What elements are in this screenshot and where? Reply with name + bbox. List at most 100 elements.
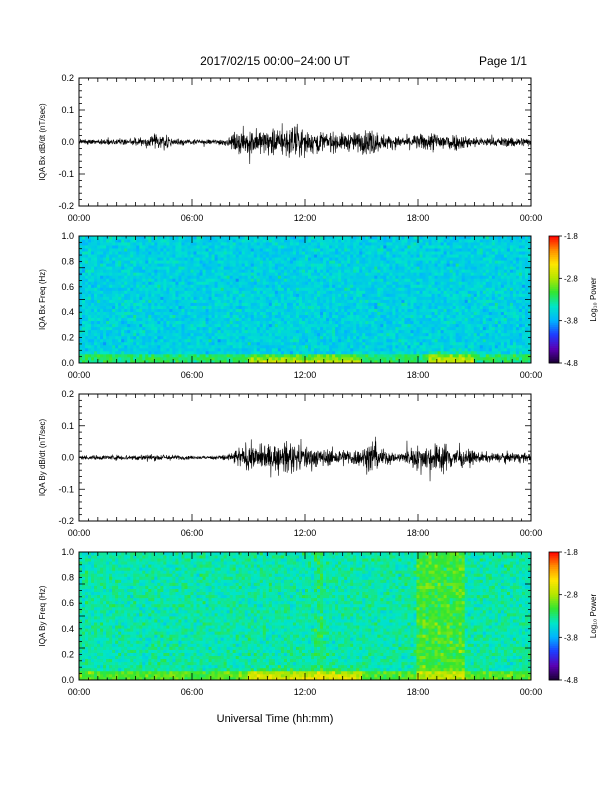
heatmap-cell (238, 341, 243, 346)
heatmap-cell (214, 344, 219, 349)
heatmap-cell (142, 269, 146, 273)
heatmap-cell (320, 347, 324, 352)
heatmap-cell (419, 257, 423, 261)
heatmap-cell (136, 299, 140, 303)
heatmap-cell (148, 248, 152, 252)
heatmap-cell (142, 278, 146, 282)
heatmap-cell (172, 311, 176, 316)
heatmap-cell (389, 239, 393, 243)
heatmap-cell (139, 239, 143, 243)
heatmap-cell (407, 317, 411, 322)
heatmap-cell (419, 284, 423, 288)
heatmap-cell (202, 302, 206, 306)
heatmap-cell (401, 359, 405, 364)
heatmap-cell (383, 311, 387, 316)
heatmap-cell (202, 350, 206, 355)
heatmap-cell (380, 287, 384, 291)
heatmap-cell (265, 344, 270, 349)
heatmap-cell (100, 242, 104, 246)
heatmap-cell (338, 335, 342, 340)
heatmap-cell (130, 245, 134, 249)
heatmap-cell (298, 281, 303, 285)
heatmap-cell (380, 266, 384, 270)
heatmap-cell (338, 341, 342, 346)
heatmap-cell (271, 248, 276, 252)
heatmap-cell (106, 299, 110, 303)
heatmap-cell (241, 305, 246, 309)
heatmap-cell (404, 257, 408, 261)
heatmap-cell (292, 260, 297, 264)
heatmap-cell (208, 332, 212, 337)
heatmap-cell (274, 314, 279, 319)
heatmap-cell (163, 263, 167, 267)
heatmap-cell (401, 338, 405, 343)
heatmap-cell (250, 335, 255, 340)
heatmap-cell (226, 332, 231, 337)
heatmap-cell (214, 284, 219, 288)
heatmap-cell (398, 332, 402, 337)
heatmap-cell (112, 290, 116, 294)
heatmap-cell (148, 320, 152, 325)
heatmap-cell (320, 269, 324, 273)
heatmap-cell (154, 308, 158, 312)
heatmap-cell (401, 314, 405, 319)
heatmap-cell (389, 245, 393, 249)
heatmap-cell (178, 239, 182, 243)
heatmap-cell (187, 308, 191, 312)
heatmap-cell (320, 290, 324, 294)
heatmap-cell (97, 353, 101, 358)
heatmap-cell (259, 305, 264, 309)
heatmap-cell (256, 347, 261, 352)
heatmap-cell (277, 260, 282, 264)
heatmap-cell (416, 284, 420, 288)
heatmap-cell (169, 236, 173, 240)
heatmap-cell (332, 335, 336, 340)
heatmap-cell (353, 305, 357, 309)
heatmap-cell (244, 338, 249, 343)
heatmap-cell (338, 308, 342, 312)
heatmap-cell (398, 302, 402, 306)
heatmap-cell (311, 317, 315, 322)
heatmap-cell (214, 329, 219, 334)
heatmap-cell (389, 344, 393, 349)
heatmap-cell (425, 332, 429, 337)
heatmap-cell (163, 236, 167, 240)
heatmap-cell (268, 293, 273, 297)
heatmap-cell (154, 350, 158, 355)
heatmap-cell (386, 263, 390, 267)
heatmap-cell (338, 245, 342, 249)
heatmap-cell (323, 266, 327, 270)
heatmap-cell (91, 281, 95, 285)
heatmap-cell (305, 302, 309, 306)
heatmap-cell (100, 329, 104, 334)
heatmap-cell (344, 320, 348, 325)
heatmap-cell (329, 260, 333, 264)
heatmap-cell (292, 251, 297, 255)
heatmap-cell (223, 266, 228, 270)
heatmap-cell (91, 326, 95, 331)
heatmap-cell (160, 323, 164, 328)
heatmap-cell (196, 257, 200, 261)
heatmap-cell (190, 266, 194, 270)
heatmap-cell (259, 257, 264, 261)
heatmap-cell (121, 281, 125, 285)
heatmap-cell (320, 239, 324, 243)
heatmap-cell (145, 260, 149, 264)
heatmap-cell (338, 317, 342, 322)
heatmap-cell (398, 353, 402, 358)
heatmap-cell (142, 275, 146, 279)
heatmap-cell (392, 344, 396, 349)
heatmap-cell (404, 359, 408, 364)
heatmap-cell (274, 323, 279, 328)
heatmap-cell (329, 341, 333, 346)
heatmap-cell (353, 248, 357, 252)
heatmap-cell (326, 293, 330, 297)
heatmap-cell (356, 320, 360, 325)
heatmap-cell (347, 248, 351, 252)
heatmap-cell (175, 272, 179, 276)
heatmap-cell (359, 311, 363, 316)
heatmap-cell (112, 272, 116, 276)
heatmap-cell (362, 353, 366, 358)
heatmap-cell (383, 251, 387, 255)
heatmap-cell (404, 299, 408, 303)
